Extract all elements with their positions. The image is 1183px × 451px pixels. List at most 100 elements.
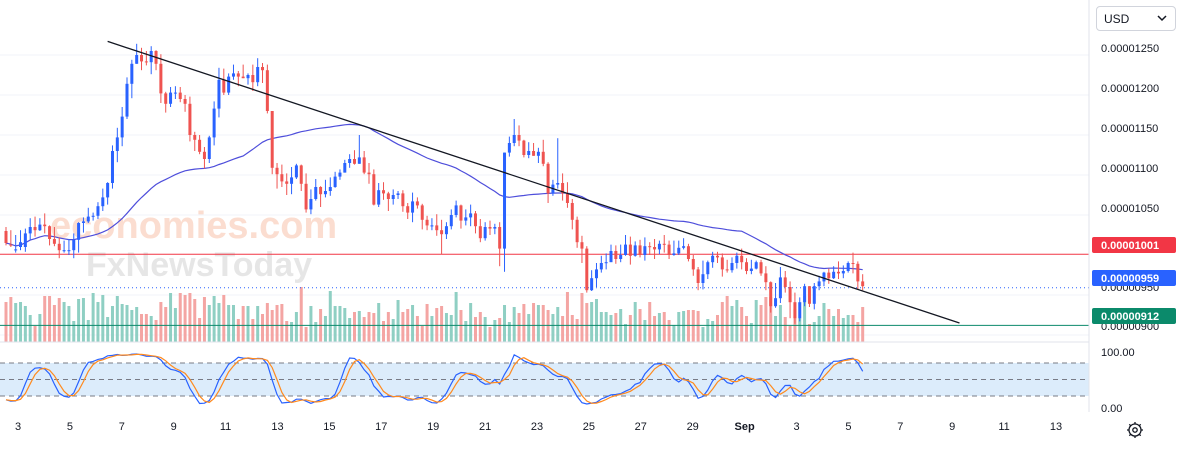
volume-bar	[183, 295, 187, 342]
volume-bar	[517, 313, 521, 342]
candle	[783, 271, 787, 293]
volume-bar	[323, 316, 327, 342]
candle	[275, 163, 279, 189]
volume-bar	[154, 320, 158, 342]
candle-body	[580, 242, 584, 249]
candle	[822, 271, 826, 287]
watermark: economies.com FxNewsToday	[50, 205, 337, 284]
price-tick: 0.00001100	[1101, 163, 1158, 175]
volume-bar	[357, 311, 361, 342]
candle	[62, 240, 66, 253]
volume-bar	[512, 307, 516, 342]
candle-body	[183, 99, 187, 104]
candle	[217, 67, 221, 118]
candle	[715, 251, 719, 263]
candle-body	[541, 151, 545, 164]
candle	[556, 138, 560, 189]
candle-body	[309, 199, 313, 210]
time-tick: 9	[171, 421, 177, 433]
candle	[48, 225, 52, 246]
volume-bar	[682, 311, 686, 342]
moving-average	[5, 123, 863, 271]
price-tick: 0.00001150	[1101, 123, 1158, 135]
candle-body	[774, 298, 778, 307]
volume-bar	[735, 300, 739, 342]
candle	[609, 244, 613, 263]
candle-body	[149, 51, 153, 63]
candle	[798, 297, 802, 322]
candle	[682, 238, 686, 250]
candle	[125, 77, 129, 119]
time-tick: 23	[531, 421, 543, 433]
candle	[541, 139, 545, 167]
candle	[193, 131, 197, 151]
volume-bar	[778, 305, 782, 342]
candle-body	[140, 55, 144, 62]
candle-body	[401, 193, 405, 207]
candle	[169, 87, 173, 107]
volume-bar	[367, 312, 371, 342]
time-tick: 5	[67, 421, 73, 433]
candle-body	[590, 278, 594, 291]
candle-body	[261, 67, 265, 71]
candle-body	[822, 272, 826, 282]
candle	[159, 54, 163, 103]
volume-bar	[149, 316, 153, 342]
candle	[251, 64, 255, 91]
candle	[807, 286, 811, 307]
volume-bar	[28, 315, 32, 342]
candle-body	[193, 135, 197, 140]
candle	[696, 267, 700, 291]
volume-bar	[125, 305, 129, 342]
candle-body	[696, 269, 700, 283]
candle-body	[367, 172, 371, 175]
candle	[348, 154, 352, 168]
candle-body	[735, 255, 739, 263]
candle-body	[812, 286, 816, 304]
candle-body	[536, 151, 540, 156]
candle	[420, 203, 424, 230]
volume-bar	[444, 313, 448, 342]
candle-body	[275, 167, 279, 175]
volume-bar	[33, 326, 37, 342]
candle	[304, 173, 308, 213]
candle	[686, 243, 690, 262]
volume-bar	[328, 291, 332, 342]
candle-body	[202, 151, 206, 159]
volume-bar	[551, 314, 555, 342]
candle	[706, 260, 710, 279]
candle	[575, 216, 579, 248]
candle-body	[207, 137, 211, 159]
volume-bar	[333, 306, 337, 342]
candle-body	[19, 242, 23, 247]
candle-body	[682, 246, 686, 248]
currency-select[interactable]: USD	[1096, 6, 1176, 31]
candle-body	[198, 139, 202, 152]
candle	[14, 235, 18, 253]
gear-icon[interactable]	[1125, 420, 1145, 440]
volume-bar	[643, 320, 647, 342]
volume-bar	[202, 297, 206, 342]
candle	[115, 127, 119, 163]
candle	[861, 274, 865, 291]
candle	[328, 177, 332, 196]
volume-bar	[532, 303, 536, 342]
volume-bar	[851, 315, 855, 342]
candle	[77, 222, 81, 253]
candle	[212, 101, 216, 146]
candle-body	[575, 219, 579, 243]
candle-body	[793, 302, 797, 319]
candle-body	[391, 195, 395, 199]
candle-body	[856, 263, 860, 282]
volume-bar	[580, 293, 584, 342]
candle-body	[546, 163, 550, 194]
candle-body	[159, 63, 163, 94]
volume-bar	[609, 315, 613, 342]
candle	[749, 259, 753, 275]
candle-body	[686, 246, 690, 259]
volume-bar	[807, 324, 811, 342]
grid	[0, 54, 1089, 336]
volume-bar	[251, 319, 255, 342]
